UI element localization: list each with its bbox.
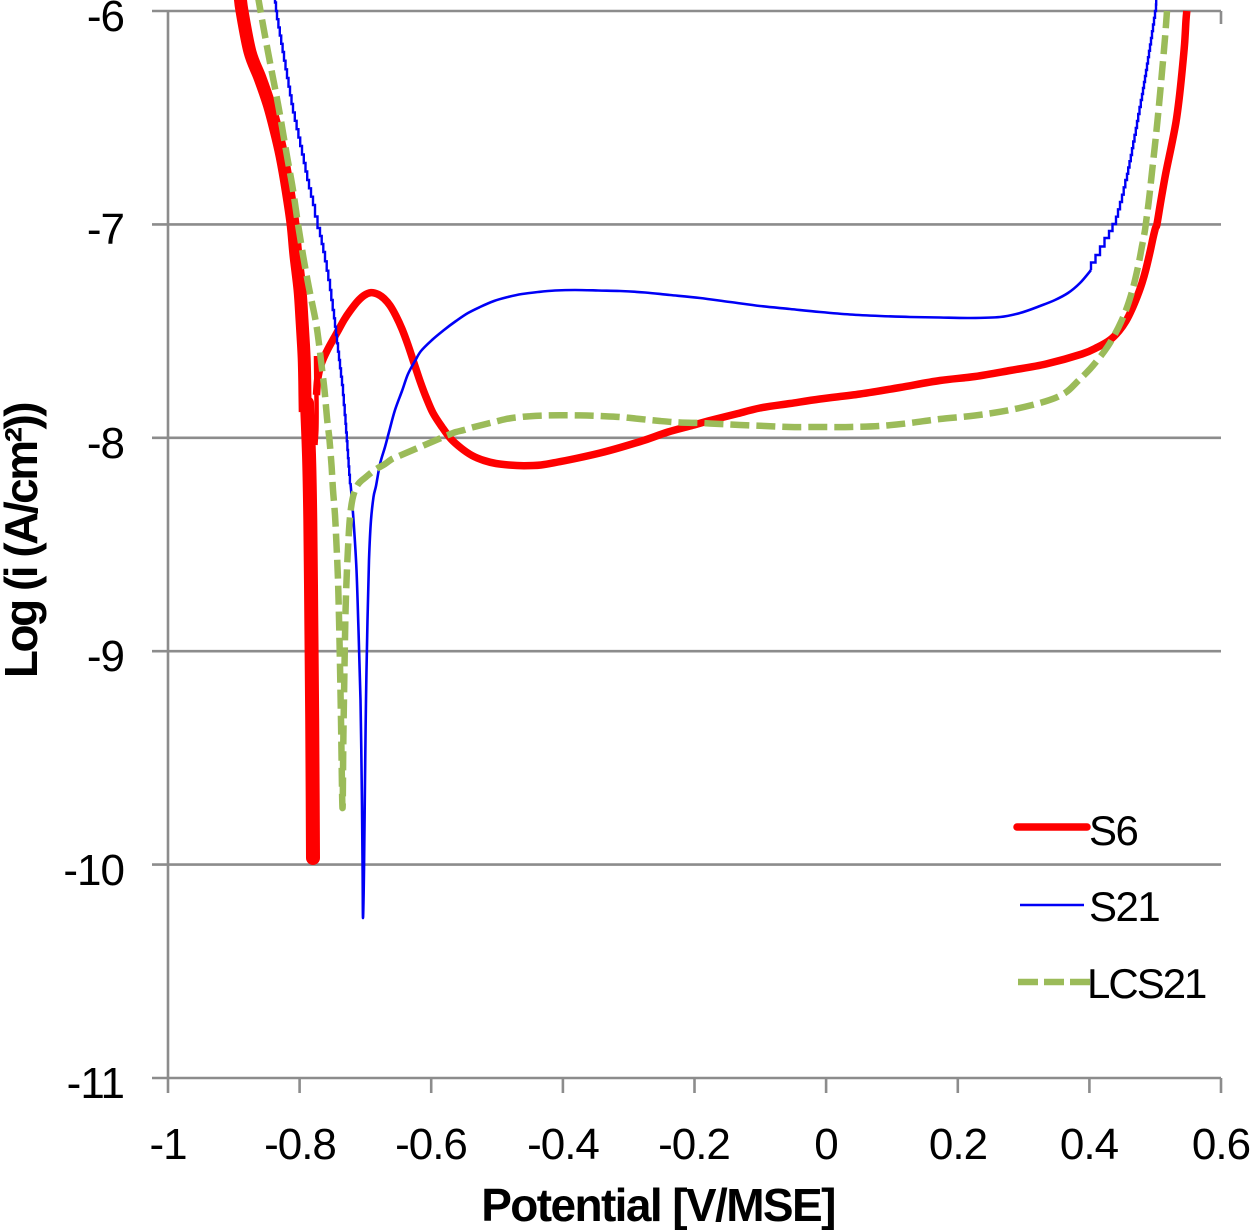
svg-text:S6: S6 [1089, 807, 1138, 854]
svg-text:-0.6: -0.6 [395, 1120, 467, 1169]
svg-text:Potential [V/MSE]: Potential [V/MSE] [481, 1179, 835, 1230]
svg-text:-0.4: -0.4 [527, 1120, 599, 1169]
svg-text:0.2: 0.2 [929, 1120, 987, 1169]
svg-text:0: 0 [814, 1120, 837, 1169]
svg-text:-10: -10 [63, 846, 124, 895]
svg-text:-1: -1 [149, 1120, 186, 1169]
svg-text:-9: -9 [87, 632, 124, 681]
svg-text:-0.8: -0.8 [264, 1120, 336, 1169]
svg-text:-8: -8 [87, 419, 124, 468]
svg-text:-11: -11 [67, 1059, 124, 1108]
svg-text:-7: -7 [87, 205, 124, 254]
svg-text:0.6: 0.6 [1192, 1120, 1250, 1169]
svg-text:-6: -6 [87, 0, 124, 41]
svg-text:LCS21: LCS21 [1087, 960, 1206, 1007]
svg-text:S21: S21 [1089, 883, 1159, 930]
svg-text:0.4: 0.4 [1060, 1120, 1119, 1169]
svg-text:-0.2: -0.2 [658, 1120, 730, 1169]
svg-text:Log (i (A/cm²)): Log (i (A/cm²)) [0, 403, 47, 678]
